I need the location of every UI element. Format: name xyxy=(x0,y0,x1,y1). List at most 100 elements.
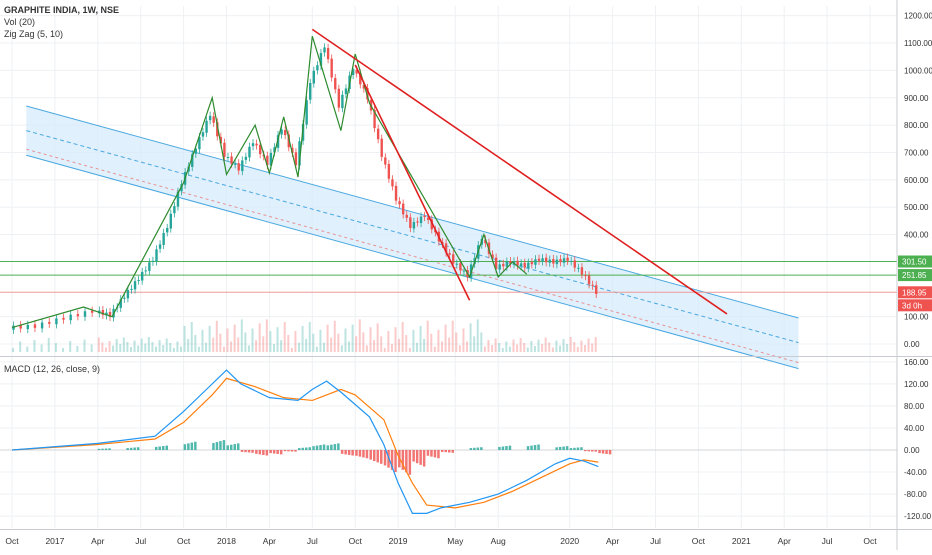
volume-bar xyxy=(226,328,229,352)
volume-bar xyxy=(444,324,447,352)
volume-bar xyxy=(505,341,508,352)
candle-body xyxy=(241,160,244,172)
volume-bar xyxy=(62,348,65,352)
candle-body xyxy=(380,138,383,157)
time-axis-label: 2019 xyxy=(389,536,408,546)
macd-histogram-bar xyxy=(405,450,408,473)
macd-histogram-bar xyxy=(441,450,444,452)
candle-body xyxy=(509,261,512,264)
volume-bar xyxy=(155,346,157,352)
candle-body xyxy=(294,152,298,166)
volume-bar xyxy=(215,320,218,352)
macd-histogram-bar xyxy=(351,450,354,456)
volume-bar xyxy=(348,341,351,352)
candle-body xyxy=(266,155,269,166)
symbol-header[interactable]: GRAPHITE INDIA, 1W, NSE xyxy=(4,5,120,15)
candle-body xyxy=(362,84,366,89)
volume-bar xyxy=(244,332,247,352)
volume-bar xyxy=(516,344,519,352)
macd-histogram-bar xyxy=(580,447,583,450)
volume-bar xyxy=(158,340,161,352)
volume-bar xyxy=(558,345,561,352)
macd-histogram-bar xyxy=(508,445,512,450)
macd-histogram-bar xyxy=(433,450,437,458)
volume-bar xyxy=(323,342,326,352)
macd-indicator-label[interactable]: MACD (12, 26, close, 9) xyxy=(4,364,101,374)
volume-bar xyxy=(362,332,365,352)
macd-histogram-bar xyxy=(505,446,508,450)
macd-histogram-bar xyxy=(408,450,412,475)
macd-histogram-bar xyxy=(247,450,251,453)
macd-histogram-bar xyxy=(312,446,315,450)
regression-channel xyxy=(26,105,799,370)
macd-histogram-bar xyxy=(226,445,229,450)
candle-body xyxy=(419,216,423,224)
macd-axis-label: -80.00 xyxy=(904,490,927,499)
time-axis-label: Jul xyxy=(822,536,833,546)
macd-histogram-bar xyxy=(380,450,383,464)
candle-body xyxy=(191,154,194,167)
macd-histogram-bar xyxy=(262,450,265,455)
macd-histogram-bar xyxy=(498,446,501,450)
candle-body xyxy=(108,312,112,317)
volume-bar xyxy=(115,339,118,352)
candle-body xyxy=(105,312,108,316)
channel-lower-dashed xyxy=(26,148,799,364)
macd-histogram-bar xyxy=(330,444,333,450)
candle-body xyxy=(83,311,87,317)
candle-body xyxy=(201,132,205,137)
volume-bar xyxy=(415,342,418,352)
macd-histogram-bar xyxy=(437,450,440,459)
macd-histogram-bar xyxy=(290,450,294,452)
macd-histogram-bar xyxy=(305,447,308,450)
zigzag-indicator-label[interactable]: Zig Zag (5, 10) xyxy=(4,29,64,39)
candle-body xyxy=(90,310,94,313)
candle-body xyxy=(101,310,105,315)
volume-bar xyxy=(33,340,36,352)
volume-bar xyxy=(222,346,225,352)
candle-body xyxy=(137,279,140,281)
candle-body xyxy=(591,284,594,286)
volume-bar xyxy=(412,329,415,352)
candle-body xyxy=(484,239,487,244)
candle-body xyxy=(48,321,51,324)
volume-bar xyxy=(466,341,469,352)
candle-body xyxy=(516,260,519,266)
macd-histogram-bar xyxy=(240,450,244,452)
candle-body xyxy=(595,285,598,294)
volume-bar xyxy=(90,344,93,352)
volume-bar xyxy=(101,342,104,352)
volume-bar xyxy=(290,348,293,352)
candle-body xyxy=(384,157,387,165)
macd-histogram-bar xyxy=(165,445,168,450)
volume-bar xyxy=(541,344,544,352)
macd-axis-label: -40.00 xyxy=(904,468,927,477)
time-axis-label: 2021 xyxy=(732,536,751,546)
volume-bar xyxy=(194,335,197,352)
volume-bar xyxy=(512,339,515,352)
macd-histogram-bar xyxy=(501,446,505,450)
price-label-box xyxy=(898,299,932,312)
volume-bar xyxy=(133,340,136,352)
candle-body xyxy=(123,297,126,299)
volume-bar xyxy=(144,343,147,352)
macd-line xyxy=(11,369,599,514)
volume-bar xyxy=(298,342,300,352)
volume-indicator-label[interactable]: Vol (20) xyxy=(4,17,36,27)
price-axis-label: 1100.00 xyxy=(904,39,932,48)
macd-histogram-bar xyxy=(183,444,187,450)
volume-bar xyxy=(390,344,393,352)
volume-bar xyxy=(508,346,511,352)
candle-body xyxy=(394,185,398,201)
candle-body xyxy=(233,163,237,165)
macd-histogram-bar xyxy=(444,450,447,453)
macd-histogram-bar xyxy=(587,450,590,452)
macd-histogram-bar xyxy=(237,443,240,450)
volume-bar xyxy=(333,320,336,352)
macd-histogram-bar xyxy=(326,445,330,450)
volume-bar xyxy=(480,332,483,352)
macd-histogram-bar xyxy=(601,450,605,454)
macd-histogram-bar xyxy=(251,450,254,453)
